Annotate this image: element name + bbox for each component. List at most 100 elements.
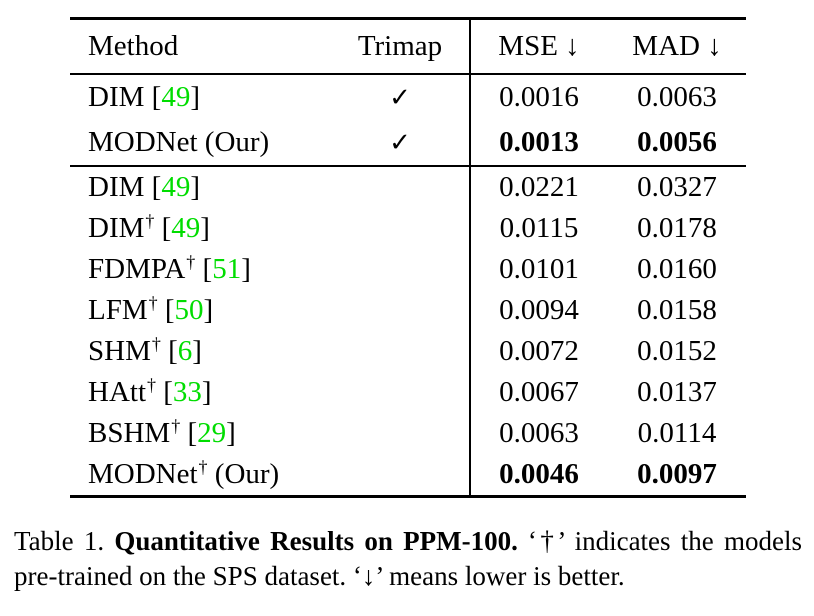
method-cell: LFM† [50] (88, 293, 214, 326)
mse-value: 0.0013 (499, 126, 579, 158)
method-label: DIM (88, 81, 145, 113)
row-metrics: 0.0094 0.0158 (470, 294, 746, 327)
row-left: HAtt† [33] (70, 375, 470, 409)
header-left: Method Trimap (70, 30, 470, 63)
mad-value: 0.0137 (637, 376, 717, 408)
caption-body: ‘†’ indicates the models pre-trained on … (14, 526, 803, 592)
column-divider-line (469, 19, 471, 496)
row-metrics: 0.0016 0.0063 (470, 81, 746, 114)
dagger-symbol: † (186, 252, 196, 273)
header-trimap: Trimap (357, 30, 443, 62)
mse-value: 0.0067 (499, 376, 579, 408)
caption-label: Table 1. (14, 526, 105, 556)
method-label: HAtt (88, 376, 146, 408)
row-left: DIM [49] (70, 171, 470, 204)
citation-link[interactable]: 51 (212, 253, 242, 285)
row-left: MODNet† (Our) (70, 457, 470, 491)
header-bottom-rule (70, 73, 746, 75)
mad-value: 0.0327 (637, 171, 717, 203)
row-metrics: 0.0101 0.0160 (470, 253, 746, 286)
caption-title: Quantitative Results on PPM-100. (114, 526, 518, 556)
method-cell: DIM [49] (88, 81, 200, 113)
mad-value: 0.0178 (637, 212, 717, 244)
citation-link[interactable]: 33 (172, 376, 202, 408)
header-mad: MAD ↓ (632, 30, 722, 62)
row-metrics: 0.0072 0.0152 (470, 335, 746, 368)
results-table: Method Trimap MSE ↓ MAD ↓ DIM [49] ✓ 0.001… (70, 17, 746, 498)
method-label: FDMPA (88, 253, 186, 285)
table-caption: Table 1. Quantitative Results on PPM-100… (14, 524, 802, 594)
method-label: MODNet (88, 458, 198, 490)
method-label: DIM (88, 212, 145, 244)
row-metrics: 0.0013 0.0056 (470, 126, 746, 159)
method-label: SHM (88, 335, 151, 367)
method-cell: DIM† [49] (88, 211, 210, 244)
table-row: HAtt† [33] 0.0067 0.0137 (70, 372, 746, 413)
mad-value: 0.0056 (637, 126, 717, 158)
row-left: BSHM† [29] (70, 416, 470, 450)
method-label: BSHM (88, 417, 171, 449)
header-mse: MSE ↓ (498, 30, 580, 62)
method-cell: SHM† [6] (88, 334, 202, 367)
mse-value: 0.0016 (499, 81, 579, 113)
table-bottom-rule (70, 495, 746, 498)
mse-value: 0.0221 (499, 171, 579, 203)
mse-value: 0.0046 (499, 458, 579, 490)
mad-value: 0.0097 (637, 458, 717, 490)
method-label: MODNet (88, 126, 198, 158)
row-metrics: 0.0115 0.0178 (470, 212, 746, 245)
mad-value: 0.0063 (637, 81, 717, 113)
citation-link[interactable]: 50 (174, 294, 204, 326)
trimap-checkmark: ✓ (389, 127, 411, 158)
table-row: LFM† [50] 0.0094 0.0158 (70, 290, 746, 331)
mse-value: 0.0101 (499, 253, 579, 285)
method-cell: FDMPA† [51] (88, 252, 251, 285)
mad-value: 0.0160 (637, 253, 717, 285)
dagger-symbol: † (198, 457, 208, 478)
section-divider-rule (70, 165, 746, 167)
citation-link[interactable]: 6 (177, 335, 193, 367)
dagger-symbol: † (147, 375, 156, 396)
trimap-checkmark: ✓ (389, 82, 411, 113)
mse-value: 0.0094 (499, 294, 579, 326)
header-right: MSE ↓ MAD ↓ (470, 30, 746, 63)
mad-value: 0.0152 (637, 335, 717, 367)
row-left: DIM† [49] (70, 211, 470, 245)
method-cell: BSHM† [29] (88, 416, 236, 449)
citation-link[interactable]: 49 (161, 81, 191, 113)
table-section-no-trimap: DIM [49] 0.0221 0.0327 DIM† [49] 0.0115 0.017… (70, 167, 746, 495)
row-left: LFM† [50] (70, 293, 470, 327)
dagger-symbol: † (145, 211, 155, 232)
table-row: FDMPA† [51] 0.0101 0.0160 (70, 249, 746, 290)
row-metrics: 0.0063 0.0114 (470, 417, 746, 450)
method-label: DIM (88, 171, 145, 203)
row-metrics: 0.0046 0.0097 (470, 458, 746, 491)
method-cell: DIM [49] (88, 171, 200, 203)
table-row: BSHM† [29] 0.0063 0.0114 (70, 413, 746, 454)
method-cell: HAtt† [33] (88, 375, 212, 408)
row-left: FDMPA† [51] (70, 252, 470, 286)
table-row: DIM† [49] 0.0115 0.0178 (70, 208, 746, 249)
mad-value: 0.0158 (637, 294, 717, 326)
header-method: Method (88, 30, 179, 62)
table-row: MODNet (Our) ✓ 0.0013 0.0056 (70, 120, 746, 165)
mad-value: 0.0114 (637, 417, 717, 449)
citation-link[interactable]: 49 (161, 171, 191, 203)
mse-value: 0.0115 (499, 212, 579, 244)
citation-link[interactable]: 49 (171, 212, 201, 244)
row-left: MODNet (Our) ✓ (70, 126, 470, 159)
table-top-rule (70, 17, 746, 20)
citation-link[interactable]: 29 (197, 417, 227, 449)
mse-value: 0.0063 (499, 417, 579, 449)
row-left: SHM† [6] (70, 334, 470, 368)
table-row: SHM† [6] 0.0072 0.0152 (70, 331, 746, 372)
table-header-row: Method Trimap MSE ↓ MAD ↓ (70, 20, 746, 73)
table-row: MODNet† (Our) 0.0046 0.0097 (70, 454, 746, 495)
table-row: DIM [49] 0.0221 0.0327 (70, 167, 746, 208)
table-row: DIM [49] ✓ 0.0016 0.0063 (70, 75, 746, 120)
table-section-trimap: DIM [49] ✓ 0.0016 0.0063 MODNet (Our) ✓ 0.0013… (70, 75, 746, 165)
dagger-symbol: † (148, 293, 158, 314)
dagger-symbol: † (171, 416, 181, 437)
method-label: LFM (88, 294, 148, 326)
method-cell: MODNet (Our) (88, 126, 270, 158)
